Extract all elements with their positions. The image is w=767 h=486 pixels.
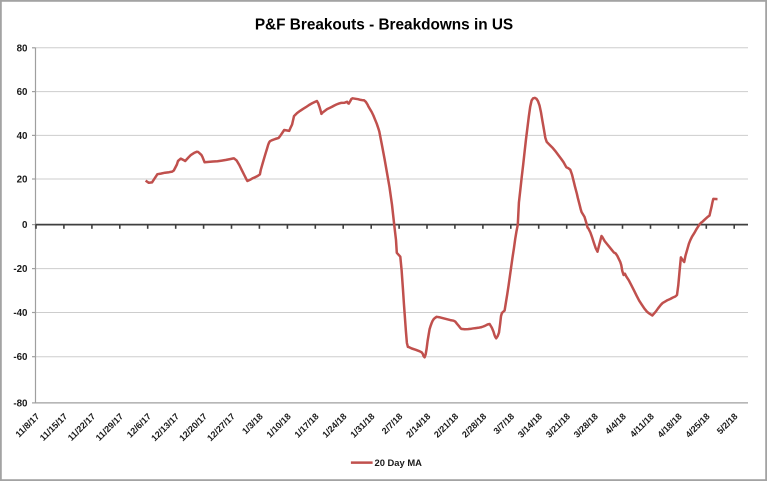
- svg-text:-60: -60: [13, 352, 28, 363]
- svg-text:0: 0: [22, 220, 28, 231]
- svg-text:20: 20: [17, 175, 28, 186]
- svg-text:-40: -40: [13, 308, 28, 319]
- svg-text:-20: -20: [13, 264, 28, 275]
- svg-text:40: 40: [17, 131, 28, 142]
- svg-text:20 Day MA: 20 Day MA: [375, 457, 423, 468]
- svg-text:80: 80: [17, 43, 28, 54]
- svg-text:60: 60: [17, 87, 28, 98]
- svg-text:-80: -80: [13, 398, 28, 409]
- svg-text:P&F Breakouts - Breakdowns in: P&F Breakouts - Breakdowns in US: [255, 16, 513, 33]
